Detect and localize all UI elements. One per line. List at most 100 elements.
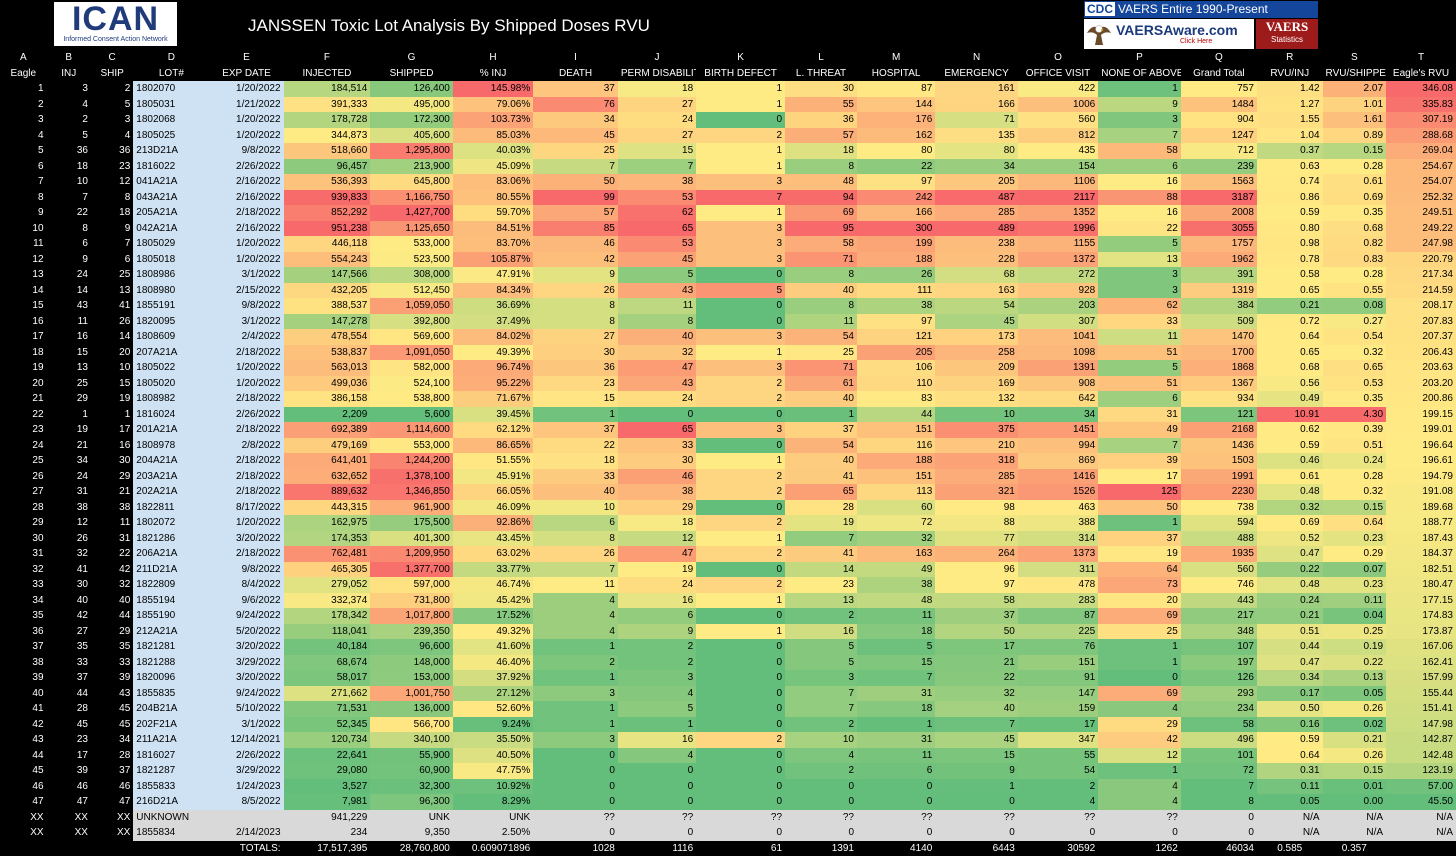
table-cell: 17	[935, 639, 1018, 655]
column-header[interactable]: L. THREAT	[785, 66, 857, 82]
table-cell: 40	[91, 593, 133, 609]
table-cell: 209	[935, 360, 1018, 376]
column-header[interactable]: Eagle	[0, 66, 47, 82]
table-cell: 202F21A	[133, 717, 209, 733]
vaers-statistics-link[interactable]: VAERS Statistics	[1256, 19, 1318, 49]
column-header[interactable]: PERM DISABILITY	[618, 66, 696, 82]
table-cell: 47.91%	[453, 267, 533, 283]
table-cell: 2/18/2022	[209, 345, 283, 361]
column-header[interactable]: DEATH	[533, 66, 618, 82]
table-cell: 17.52%	[453, 608, 533, 624]
ican-logo[interactable]: ICAN Informed Consent Action Network	[54, 2, 177, 46]
column-header[interactable]: Grand Total	[1181, 66, 1257, 82]
table-cell: 0	[785, 794, 857, 810]
table-cell: 738	[1181, 500, 1257, 516]
table-cell: 33	[533, 469, 618, 485]
table-cell: 318	[935, 453, 1018, 469]
table-cell: 84.02%	[453, 329, 533, 345]
table-cell: 533,000	[370, 236, 453, 252]
table-cell: 103.73%	[453, 112, 533, 128]
table-cell: 4	[91, 128, 133, 144]
table-cell: 0	[696, 825, 785, 841]
table-cell: 34	[91, 732, 133, 748]
table-cell: 41	[785, 469, 857, 485]
table-cell: 3/20/2022	[209, 639, 283, 655]
table-cell: 1.42	[1257, 81, 1323, 97]
table-cell: 4	[533, 593, 618, 609]
table-cell: 271,662	[284, 686, 371, 702]
table-cell: 0	[696, 686, 785, 702]
vaersaware-link[interactable]: VAERSAware.com Click Here	[1084, 19, 1254, 49]
table-cell: 1700	[1181, 345, 1257, 361]
table-cell: 2	[696, 484, 785, 500]
table-cell: 3/1/2022	[209, 717, 283, 733]
column-header[interactable]: LOT#	[133, 66, 209, 82]
table-cell: 0	[785, 779, 857, 795]
column-header[interactable]: SHIP	[91, 66, 133, 82]
table-cell: 3	[696, 329, 785, 345]
column-header[interactable]: INJ	[47, 66, 91, 82]
table-cell: 1805031	[133, 97, 209, 113]
table-cell: 2/16/2022	[209, 190, 283, 206]
table-cell: 199.15	[1386, 407, 1456, 423]
column-header[interactable]: RVU/INJ	[1257, 66, 1323, 82]
column-header[interactable]: OFFICE VISIT	[1018, 66, 1098, 82]
column-header[interactable]: HOSPITAL	[857, 66, 935, 82]
table-cell: 196.61	[1386, 453, 1456, 469]
table-cell: 84.34%	[453, 283, 533, 299]
table-cell: 1/20/2022	[209, 515, 283, 531]
column-header[interactable]: SHIPPED	[370, 66, 453, 82]
column-header[interactable]: INJECTED	[284, 66, 371, 82]
column-header[interactable]: Eagle's RVU	[1386, 66, 1456, 82]
table-cell: 8	[1181, 794, 1257, 810]
column-header[interactable]: % INJ	[453, 66, 533, 82]
table-cell: 0.59	[1257, 205, 1323, 221]
table-cell: 1	[696, 345, 785, 361]
table-cell: 1	[1098, 515, 1181, 531]
table-cell: 0.27	[1323, 314, 1386, 330]
table-cell: 17	[1018, 717, 1098, 733]
table-cell: 0.35	[1323, 391, 1386, 407]
table-cell: 4	[618, 686, 696, 702]
column-header[interactable]: NONE OF ABOVE	[1098, 66, 1181, 82]
table-cell: 16	[1098, 205, 1181, 221]
column-letter: I	[533, 50, 618, 66]
table-cell: 37	[0, 639, 47, 655]
table-cell: 0.28	[1323, 267, 1386, 283]
table-cell: 80	[935, 143, 1018, 159]
table-cell: 213,900	[370, 159, 453, 175]
table-cell: 2	[533, 655, 618, 671]
column-header[interactable]: BIRTH DEFECT	[696, 66, 785, 82]
table-cell: 25	[533, 143, 618, 159]
table-cell: 0.15	[1323, 500, 1386, 516]
table-cell: 0.89	[1323, 128, 1386, 144]
table-cell: 14	[0, 283, 47, 299]
column-header[interactable]: EMERGENCY	[935, 66, 1018, 82]
column-header[interactable]: RVU/SHIPPED	[1323, 66, 1386, 82]
table-cell: 14	[47, 283, 91, 299]
table-cell: 1996	[1018, 221, 1098, 237]
table-cell: 8	[533, 531, 618, 547]
column-letter: N	[935, 50, 1018, 66]
table-cell: 42	[47, 608, 91, 624]
table-cell: 12	[618, 531, 696, 547]
table-cell: 2117	[1018, 190, 1098, 206]
table-cell: 1563	[1181, 174, 1257, 190]
table-cell: 28	[785, 500, 857, 516]
table-cell: 136,000	[370, 701, 453, 717]
table-cell: 66.05%	[453, 484, 533, 500]
table-cell: N/ANOT IN VAERS	[1386, 825, 1456, 841]
table-cell: 0.64	[1323, 515, 1386, 531]
table-cell: 1808609	[133, 329, 209, 345]
column-header[interactable]: EXP DATE	[209, 66, 283, 82]
table-cell: 489	[935, 221, 1018, 237]
table-cell: 8	[785, 298, 857, 314]
table-cell: 116	[857, 438, 935, 454]
table-cell: 77	[935, 531, 1018, 547]
table-cell: 2/18/2022	[209, 391, 283, 407]
